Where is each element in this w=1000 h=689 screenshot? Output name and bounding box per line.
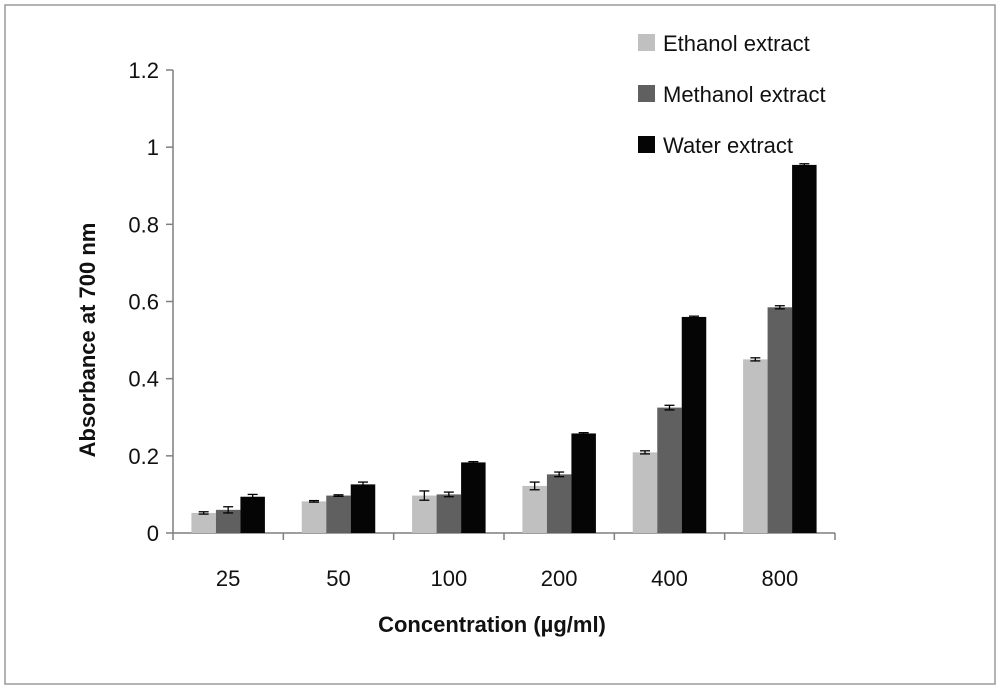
legend-label-methanol-extract: Methanol extract bbox=[663, 82, 826, 107]
bar-ethanol-extract-100 bbox=[412, 495, 437, 533]
x-tick-label: 800 bbox=[761, 566, 798, 591]
y-tick-label: 0.6 bbox=[128, 290, 159, 315]
legend-label-water-extract: Water extract bbox=[663, 133, 793, 158]
bar-water-extract-400 bbox=[681, 316, 707, 533]
legend-label-ethanol-extract: Ethanol extract bbox=[663, 31, 810, 56]
legend: Ethanol extract Methanol extract Water ext… bbox=[638, 31, 826, 158]
bar-ethanol-extract-25 bbox=[191, 512, 216, 533]
chart-border bbox=[4, 4, 996, 685]
bar-water-extract-200 bbox=[571, 433, 596, 533]
y-tick-label: 1.2 bbox=[128, 58, 159, 83]
bar-methanol-extract-200 bbox=[546, 474, 572, 533]
error-bar bbox=[799, 163, 810, 167]
error-bar bbox=[333, 494, 344, 497]
bar-methanol-extract-100 bbox=[436, 494, 462, 533]
error-bar bbox=[750, 357, 761, 362]
bar-methanol-extract-50 bbox=[326, 495, 351, 533]
y-tick-label: 1 bbox=[147, 135, 159, 160]
bar-methanol-extract-25 bbox=[215, 509, 241, 533]
error-bar bbox=[664, 404, 675, 411]
legend-swatch-ethanol-extract bbox=[638, 34, 655, 51]
bar-methanol-extract-400 bbox=[657, 407, 682, 533]
y-tick-label: 0 bbox=[147, 521, 159, 546]
y-tick-label: 0.2 bbox=[128, 444, 159, 469]
x-tick-label: 200 bbox=[541, 566, 578, 591]
error-bar bbox=[640, 450, 650, 455]
bar-water-extract-800 bbox=[792, 164, 817, 534]
error-bar bbox=[247, 493, 258, 500]
error-bar bbox=[529, 481, 540, 491]
error-bar bbox=[309, 499, 319, 503]
error-bar bbox=[689, 315, 699, 319]
axes: 0 0.2 0.4 0.6 0.8 1 1.2 25 50 100 200 400 800 bbox=[128, 58, 836, 591]
error-bar bbox=[774, 305, 785, 310]
x-tick-label: 400 bbox=[651, 566, 688, 591]
bar-ethanol-extract-400 bbox=[632, 452, 658, 533]
error-bar bbox=[443, 491, 454, 498]
error-bar bbox=[223, 506, 234, 514]
y-tick-label: 0.8 bbox=[128, 212, 159, 237]
x-axis-title: Concentration (µg/ml) bbox=[378, 612, 606, 637]
x-tick-label: 25 bbox=[216, 566, 240, 591]
bar-water-extract-100 bbox=[461, 462, 486, 533]
error-bar bbox=[198, 511, 209, 515]
y-tick-label: 0.4 bbox=[128, 367, 159, 392]
x-tick-label: 50 bbox=[326, 566, 350, 591]
error-bar bbox=[419, 490, 430, 501]
legend-swatch-methanol-extract bbox=[638, 85, 655, 102]
bar-methanol-extract-800 bbox=[767, 307, 793, 533]
y-axis-title: Absorbance at 700 nm bbox=[75, 223, 100, 458]
error-bar bbox=[554, 471, 565, 478]
bar-ethanol-extract-800 bbox=[743, 359, 768, 533]
bar-water-extract-50 bbox=[350, 484, 376, 533]
legend-swatch-water-extract bbox=[638, 136, 655, 153]
x-tick-label: 100 bbox=[430, 566, 467, 591]
error-bar bbox=[358, 481, 368, 488]
bars bbox=[191, 163, 817, 534]
error-bar bbox=[578, 432, 589, 435]
error-bar bbox=[468, 460, 479, 464]
bar-ethanol-extract-200 bbox=[522, 485, 547, 533]
bar-ethanol-extract-50 bbox=[301, 501, 327, 533]
bar-water-extract-25 bbox=[240, 496, 265, 533]
